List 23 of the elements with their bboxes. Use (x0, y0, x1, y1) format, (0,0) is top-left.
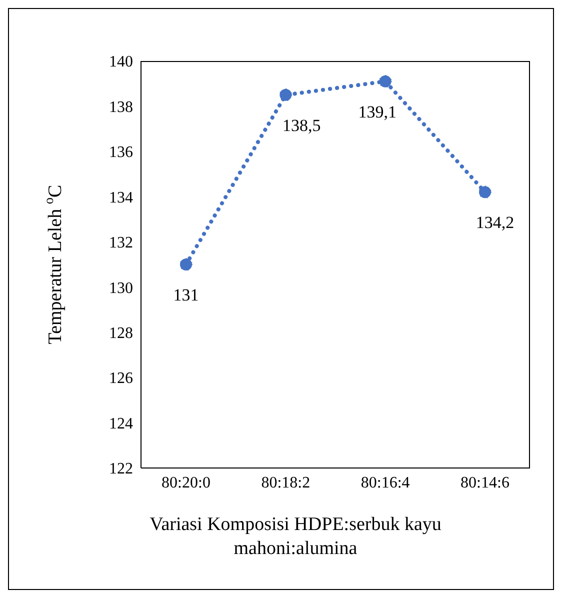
point (180, 258, 192, 271)
data-label: 134,2 (476, 213, 514, 232)
y-tick-label: 134 (109, 189, 133, 206)
y-tick-label: 128 (109, 325, 133, 342)
y-tick-label: 124 (109, 415, 133, 432)
point (478, 186, 492, 199)
data-label: 138,5 (282, 116, 321, 135)
point (279, 88, 292, 102)
x-tick-label: 80:16:4 (360, 474, 410, 492)
x-tick-label: 80:20:0 (162, 474, 210, 492)
y-tick-label: 130 (109, 280, 133, 297)
y-tick-label: 132 (109, 234, 133, 252)
x-tick-label: 80:18:2 (261, 474, 310, 492)
data-label: 139,1 (358, 102, 396, 122)
y-tick-label: 136 (109, 144, 133, 162)
y-tick-label: 122 (109, 460, 133, 478)
y-tick-label: 140 (109, 54, 133, 71)
x-axis-title: Variasi Komposisi HDPE:serbuk kayu mahoni:alumina (148, 513, 442, 561)
point (378, 74, 392, 88)
y-tick-label: 138 (109, 98, 133, 116)
y-tick-label: 126 (109, 370, 133, 388)
data-label: 131 (173, 286, 199, 304)
x-tick-label: 80:14:6 (460, 474, 510, 492)
